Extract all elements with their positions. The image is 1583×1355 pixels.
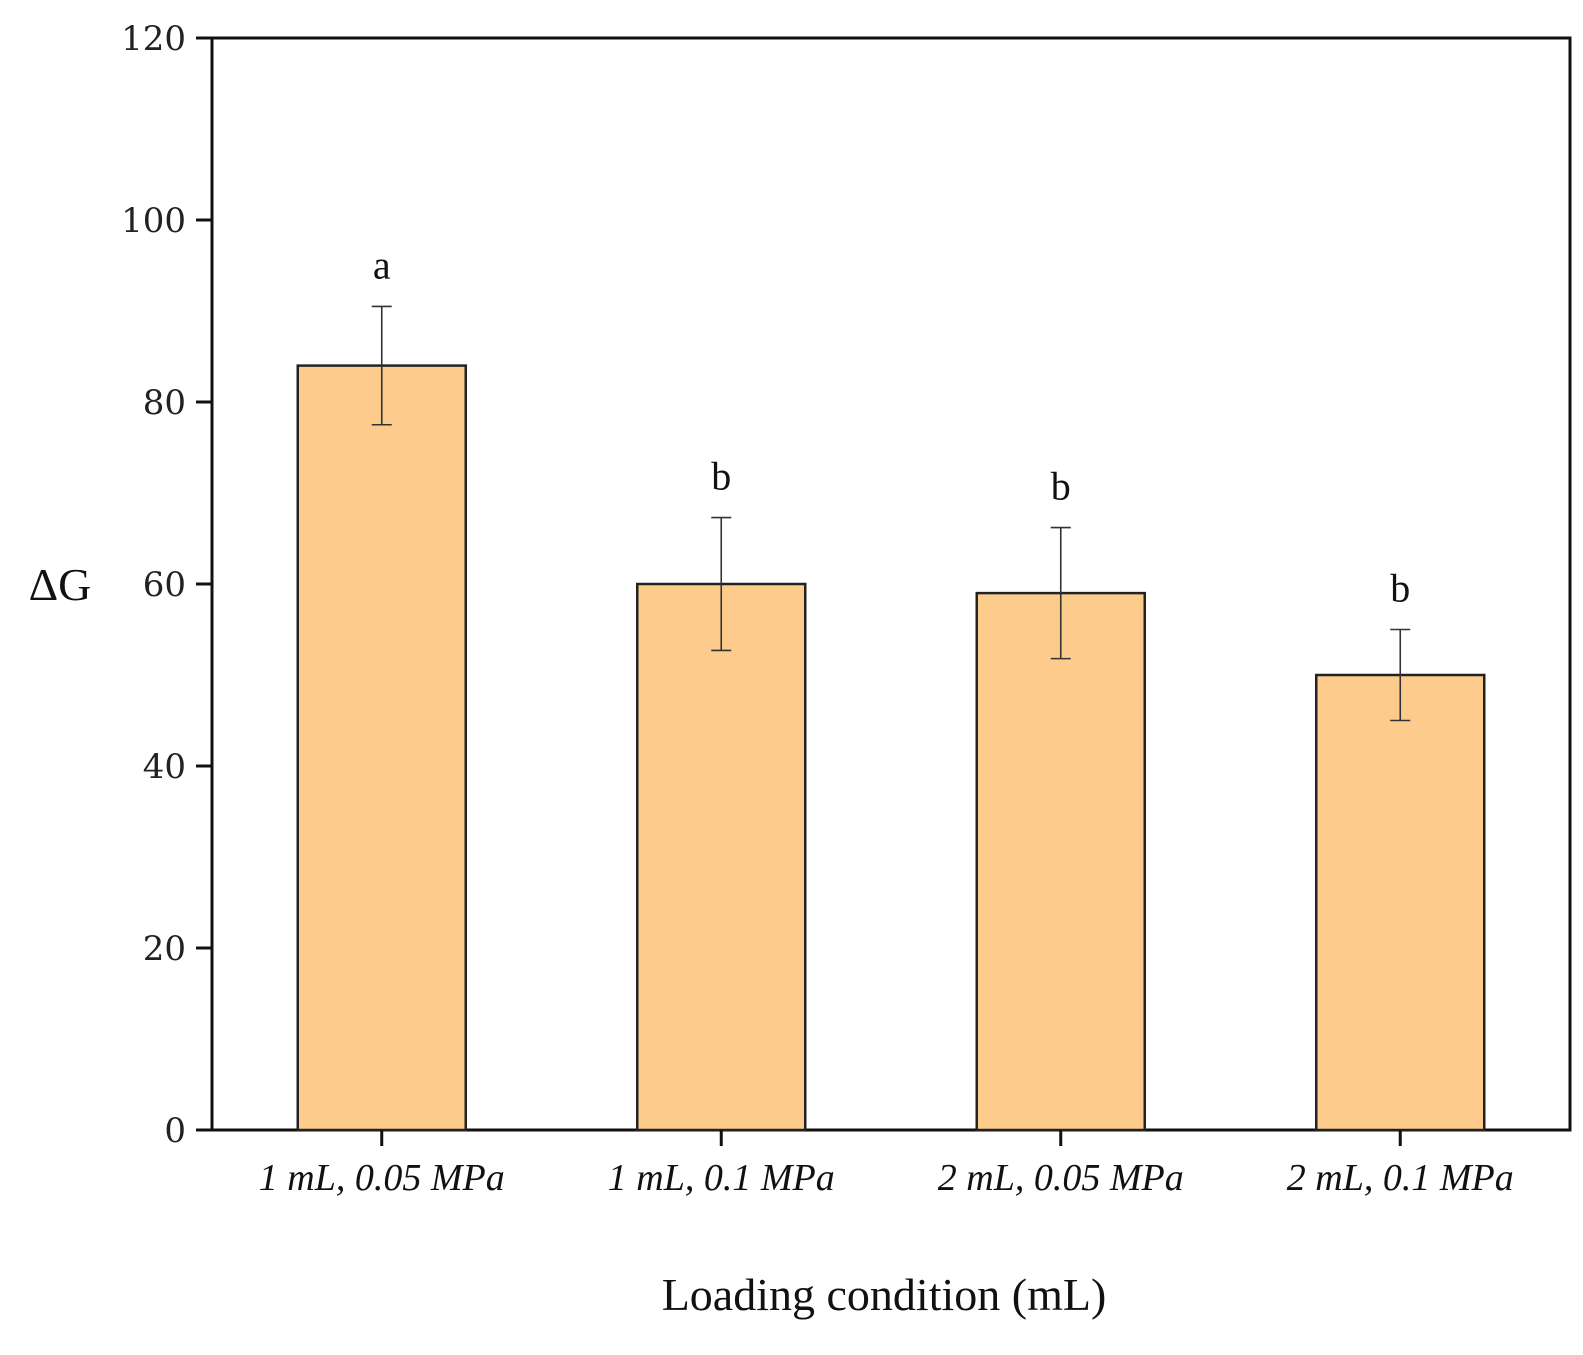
x-tick-label: 2 mL, 0.1 MPa bbox=[1287, 1157, 1514, 1199]
bar bbox=[1315, 673, 1486, 1132]
y-axis-title: ΔG bbox=[29, 559, 92, 610]
bar bbox=[636, 582, 807, 1132]
significance-label: b bbox=[1051, 464, 1071, 509]
bars bbox=[296, 364, 1486, 1132]
y-tick-label: 20 bbox=[143, 929, 186, 969]
y-axis-ticks: 0 20 40 60 80 100 120 bbox=[121, 19, 212, 1151]
x-axis-ticks: 1 mL, 0.05 MPa 1 mL, 0.1 MPa 2 mL, 0.05 MP… bbox=[259, 1130, 1514, 1199]
x-tick-label: 1 mL, 0.05 MPa bbox=[259, 1157, 505, 1199]
significance-label: a bbox=[373, 242, 391, 287]
x-axis-title: Loading condition (mL) bbox=[662, 1269, 1107, 1320]
significance-labels: a b b b bbox=[373, 242, 1410, 610]
y-tick-label: 40 bbox=[143, 747, 186, 787]
y-tick-label: 100 bbox=[121, 201, 186, 241]
y-tick-label: 120 bbox=[121, 19, 186, 59]
bar bbox=[975, 591, 1146, 1132]
y-tick-label: 60 bbox=[143, 565, 186, 605]
significance-label: b bbox=[711, 454, 731, 499]
significance-label: b bbox=[1390, 566, 1410, 611]
y-tick-label: 0 bbox=[164, 1111, 186, 1151]
bar bbox=[296, 364, 467, 1132]
y-tick-label: 80 bbox=[143, 383, 186, 423]
x-tick-label: 2 mL, 0.05 MPa bbox=[938, 1157, 1184, 1199]
x-tick-label: 1 mL, 0.1 MPa bbox=[608, 1157, 835, 1199]
error-bars bbox=[371, 305, 1411, 722]
